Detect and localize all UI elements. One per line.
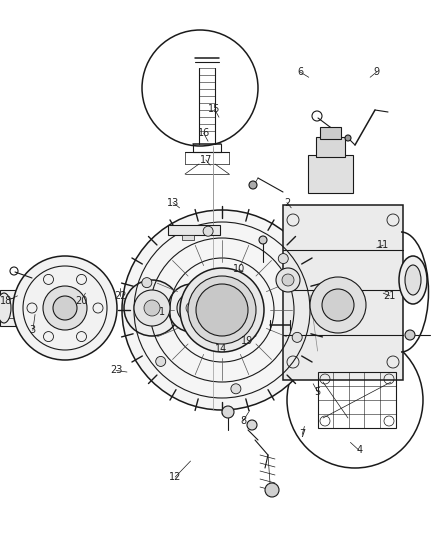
Circle shape [222, 406, 234, 418]
Text: 18: 18 [0, 296, 13, 306]
Circle shape [168, 284, 216, 332]
Circle shape [249, 181, 257, 189]
Bar [318, 372, 396, 428]
Circle shape [247, 420, 257, 430]
Circle shape [292, 333, 302, 342]
Circle shape [13, 256, 117, 360]
Circle shape [156, 357, 166, 366]
Circle shape [405, 330, 415, 340]
Bar [316, 137, 345, 157]
Circle shape [276, 268, 300, 292]
Text: 8: 8 [240, 416, 246, 426]
Text: 2: 2 [284, 198, 290, 207]
Text: 16: 16 [198, 128, 210, 138]
Ellipse shape [0, 293, 11, 323]
Circle shape [122, 210, 322, 410]
Text: 9: 9 [374, 67, 380, 77]
Circle shape [282, 274, 294, 286]
Circle shape [231, 384, 241, 394]
Bar [283, 205, 403, 380]
Text: 4: 4 [356, 446, 362, 455]
Bar [0, 290, 62, 326]
Circle shape [188, 276, 256, 344]
Text: 12: 12 [169, 472, 181, 482]
Text: 6: 6 [297, 67, 303, 77]
Text: 23: 23 [110, 366, 122, 375]
Circle shape [142, 278, 152, 288]
Bar [168, 225, 220, 235]
Circle shape [259, 236, 267, 244]
Circle shape [142, 30, 258, 146]
Text: 19: 19 [241, 336, 254, 346]
Circle shape [186, 302, 198, 314]
Circle shape [177, 293, 207, 323]
Circle shape [196, 284, 248, 336]
Text: 5: 5 [314, 387, 321, 397]
Circle shape [287, 332, 423, 468]
Circle shape [134, 290, 170, 326]
Circle shape [265, 483, 279, 497]
Circle shape [278, 254, 288, 264]
Text: 1: 1 [159, 307, 165, 317]
Text: 14: 14 [215, 344, 227, 354]
Bar [308, 155, 353, 193]
Text: 20: 20 [75, 296, 87, 306]
Circle shape [310, 277, 366, 333]
Circle shape [345, 135, 351, 141]
Text: 22: 22 [114, 291, 127, 301]
Circle shape [180, 268, 264, 352]
Circle shape [322, 289, 354, 321]
Text: 21: 21 [384, 291, 396, 301]
Ellipse shape [399, 256, 427, 304]
Text: 11: 11 [377, 240, 389, 250]
Text: 13: 13 [167, 198, 179, 207]
Circle shape [124, 280, 180, 336]
Circle shape [43, 286, 87, 330]
Bar [320, 127, 341, 139]
Circle shape [203, 226, 213, 236]
Ellipse shape [405, 265, 421, 295]
Text: 3: 3 [30, 326, 36, 335]
Circle shape [53, 296, 77, 320]
Text: 17: 17 [200, 155, 212, 165]
Bar [182, 235, 194, 240]
Text: 15: 15 [208, 104, 221, 114]
Text: 7: 7 [299, 430, 305, 439]
Text: 10: 10 [233, 264, 245, 274]
Circle shape [144, 300, 160, 316]
